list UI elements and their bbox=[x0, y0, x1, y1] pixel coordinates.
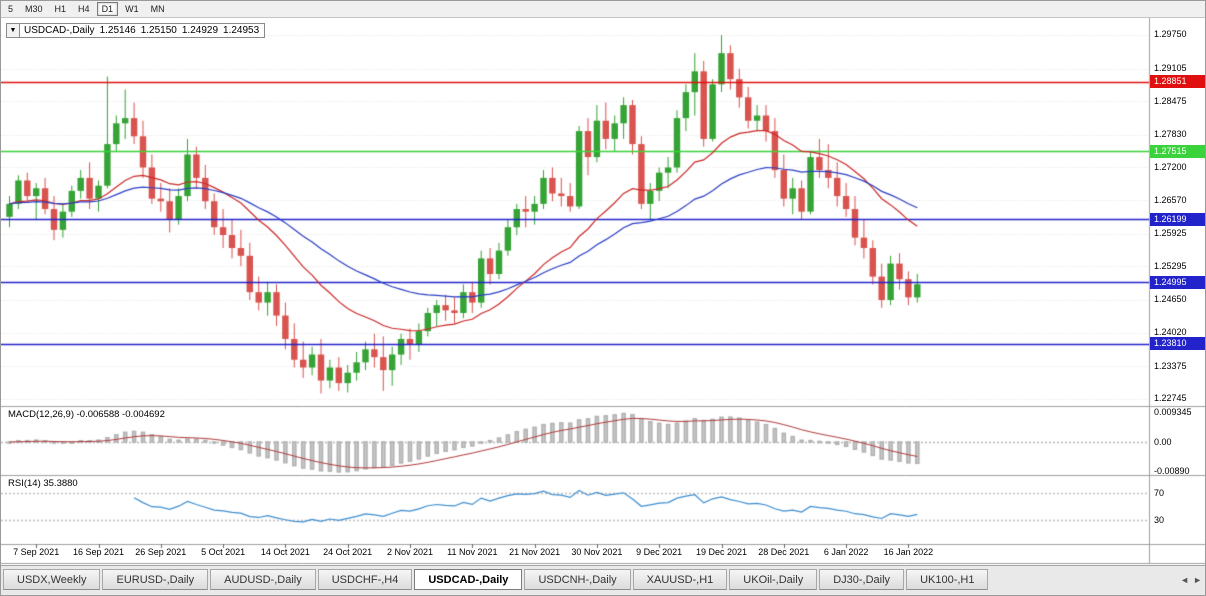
date-axis-label: 16 Sep 2021 bbox=[72, 547, 125, 557]
price-axis-label: 1.25295 bbox=[1154, 260, 1187, 271]
date-axis-label: 9 Dec 2021 bbox=[636, 547, 683, 557]
timeframe-button-5[interactable]: 5 bbox=[8, 4, 14, 14]
chart-tab-uk100--h1[interactable]: UK100-,H1 bbox=[906, 569, 989, 590]
symbol-dropdown-icon[interactable]: ▼ bbox=[7, 24, 20, 37]
price-axis-label: 1.28475 bbox=[1154, 95, 1187, 106]
macd-axis-label: 0.00 bbox=[1154, 437, 1172, 447]
timeframe-button-h4[interactable]: H4 bbox=[78, 4, 90, 14]
date-axis-label: 26 Sep 2021 bbox=[135, 547, 187, 557]
chart-tab-usdchf--h4[interactable]: USDCHF-,H4 bbox=[317, 569, 413, 590]
date-axis-label: 24 Oct 2021 bbox=[323, 547, 373, 557]
tab-scroll-arrows: ◄ ► bbox=[1180, 574, 1202, 586]
price-level-badge: 1.27515 bbox=[1150, 144, 1205, 158]
macd-axis-label: 0.009345 bbox=[1154, 407, 1192, 417]
ohlc-close: 1.24953 bbox=[223, 25, 260, 36]
timeframe-button-h1[interactable]: H1 bbox=[54, 4, 67, 14]
chart-tab-dj30--daily[interactable]: DJ30-,Daily bbox=[819, 569, 905, 590]
ohlc-open: 1.25146 bbox=[99, 25, 136, 36]
timeframe-toolbar: 5 M30 H1 H4 D1 W1 MN bbox=[1, 1, 1205, 18]
price-axis-label: 1.22745 bbox=[1154, 393, 1187, 404]
timeframe-button-mn[interactable]: MN bbox=[150, 4, 165, 14]
chart-tabs: USDX,Weekly EURUSD-,Daily AUDUSD-,Daily USD… bbox=[3, 569, 990, 590]
price-axis-label: 1.29105 bbox=[1154, 63, 1187, 73]
price-axis-label: 1.24650 bbox=[1154, 294, 1187, 305]
chart-tab-usdcnh--daily[interactable]: USDCNH-,Daily bbox=[524, 569, 631, 590]
price-axis-label: 1.29750 bbox=[1154, 29, 1187, 40]
date-axis-label: 16 Jan 2022 bbox=[883, 547, 934, 557]
tabs-scroll-left-button[interactable]: ◄ bbox=[1180, 575, 1190, 585]
date-axis-label: 11 Nov 2021 bbox=[447, 547, 498, 557]
price-axis-label: 1.27200 bbox=[1154, 161, 1187, 172]
date-axis-label: 7 Sep 2021 bbox=[13, 547, 60, 557]
chart-symbol-label: USDCAD-,Daily bbox=[24, 25, 95, 36]
ohlc-high: 1.25150 bbox=[140, 25, 177, 36]
macd-axis-label: -0.00890 bbox=[1154, 465, 1190, 476]
chart-tab-usdx-weekly[interactable]: USDX,Weekly bbox=[3, 569, 101, 590]
price-axis-label: 1.26570 bbox=[1154, 194, 1187, 205]
rsi-axis-label: 70 bbox=[1154, 488, 1165, 498]
price-chart-canvas[interactable] bbox=[1, 18, 1205, 565]
date-axis-label: 5 Oct 2021 bbox=[201, 547, 246, 557]
price-level-badge: 1.24995 bbox=[1150, 275, 1205, 289]
timeframe-button-m30[interactable]: M30 bbox=[25, 4, 43, 14]
price-level-badge: 1.23810 bbox=[1150, 337, 1205, 351]
price-level-badge: 1.26199 bbox=[1150, 212, 1205, 226]
price-axis-label: 1.25925 bbox=[1154, 228, 1187, 239]
date-axis-label: 19 Dec 2021 bbox=[695, 547, 748, 557]
chart-ohlc-header: ▼ USDCAD-,Daily 1.25146 1.25150 1.24929 … bbox=[6, 23, 266, 38]
tabs-scroll-right-button[interactable]: ► bbox=[1193, 575, 1202, 585]
date-axis-label: 2 Nov 2021 bbox=[386, 547, 434, 557]
date-axis-label: 21 Nov 2021 bbox=[509, 547, 561, 557]
price-axis-label: 1.27830 bbox=[1154, 129, 1187, 140]
chart-tab-ukoil--daily[interactable]: UKOil-,Daily bbox=[729, 569, 818, 590]
date-axis-label: 14 Oct 2021 bbox=[260, 547, 310, 557]
price-axis-label: 1.24020 bbox=[1154, 327, 1187, 338]
chart-tab-eurusd--daily[interactable]: EURUSD-,Daily bbox=[102, 569, 209, 590]
chart-tab-audusd--daily[interactable]: AUDUSD-,Daily bbox=[210, 569, 316, 590]
price-axis-label: 1.23375 bbox=[1154, 360, 1187, 371]
date-axis-label: 30 Nov 2021 bbox=[571, 547, 623, 557]
chart-tab-xauusd--h1[interactable]: XAUUSD-,H1 bbox=[632, 569, 728, 590]
rsi-indicator-label: RSI(14) 35.3880 bbox=[8, 478, 78, 489]
date-axis-label: 28 Dec 2021 bbox=[758, 547, 810, 557]
chart-tab-usdcad--daily[interactable]: USDCAD-,Daily bbox=[414, 569, 523, 590]
price-level-badge: 1.28851 bbox=[1150, 75, 1205, 89]
timeframe-button-w1[interactable]: W1 bbox=[125, 4, 139, 14]
date-axis-label: 6 Jan 2022 bbox=[823, 547, 869, 557]
chart-tabs-bar: USDX,Weekly EURUSD-,Daily AUDUSD-,Daily USD… bbox=[1, 565, 1205, 595]
ohlc-low: 1.24929 bbox=[181, 25, 219, 36]
macd-indicator-label: MACD(12,26,9) -0.006588 -0.004692 bbox=[8, 409, 165, 420]
rsi-axis-label: 30 bbox=[1154, 515, 1165, 525]
timeframe-button-d1[interactable]: D1 bbox=[96, 2, 119, 16]
